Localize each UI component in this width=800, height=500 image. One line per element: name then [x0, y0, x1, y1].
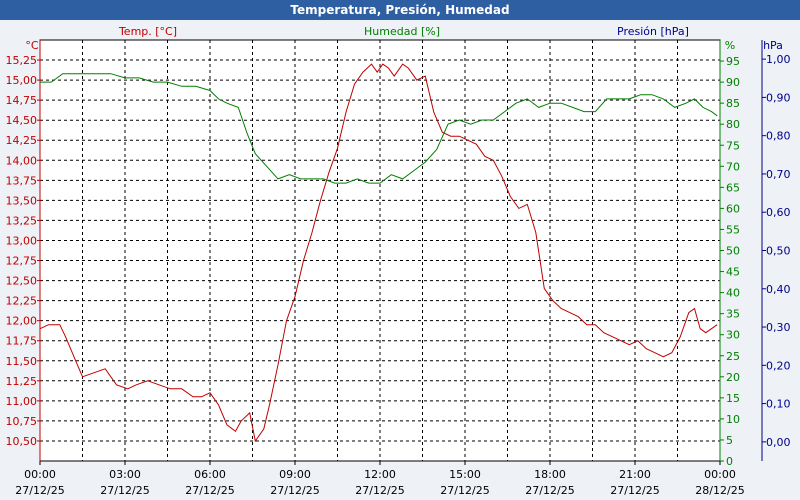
temp-tick-label: 12,00 — [6, 315, 38, 328]
x-tick-date: 27/12/25 — [270, 484, 319, 497]
x-tick-time: 03:00 — [109, 468, 141, 481]
hum-tick-label: 45 — [726, 266, 740, 279]
pres-tick-label: 0,20 — [766, 359, 791, 372]
temp-tick-label: 14,25 — [6, 134, 38, 147]
x-tick-date: 27/12/25 — [185, 484, 234, 497]
x-tick-time: 00:00 — [24, 468, 56, 481]
pres-tick-label: 1,00 — [766, 53, 791, 66]
hum-axis-title: Humedad [%] — [364, 25, 440, 38]
temp-tick-label: 14,00 — [6, 154, 38, 167]
x-tick-date: 27/12/25 — [355, 484, 404, 497]
temp-tick-label: 14,50 — [6, 114, 38, 127]
hum-tick-label: 15 — [726, 392, 740, 405]
axes — [37, 40, 766, 465]
pres-tick-label: 0,40 — [766, 283, 791, 296]
temp-tick-label: 13,50 — [6, 194, 38, 207]
x-tick-time: 09:00 — [279, 468, 311, 481]
x-tick-date: 27/12/25 — [440, 484, 489, 497]
chart-title: Temperatura, Presión, Humedad — [0, 0, 800, 20]
hum-tick-label: 90 — [726, 76, 740, 89]
pres-tick-label: 0,90 — [766, 91, 791, 104]
temp-tick-label: 14,75 — [6, 94, 38, 107]
hum-tick-label: 25 — [726, 350, 740, 363]
pres-tick-label: 0,50 — [766, 245, 791, 258]
hum-tick-label: 50 — [726, 245, 740, 258]
temp-tick-label: 13,75 — [6, 174, 38, 187]
pres-tick-label: 0,10 — [766, 398, 791, 411]
x-tick-time: 06:00 — [194, 468, 226, 481]
x-tick-date: 28/12/25 — [695, 484, 744, 497]
temp-tick-label: 11,50 — [6, 355, 38, 368]
hum-tick-label: 55 — [726, 223, 740, 236]
temp-tick-label: 12,25 — [6, 295, 38, 308]
pres-axis-title: Presión [hPa] — [617, 25, 689, 38]
x-tick-date: 27/12/25 — [610, 484, 659, 497]
temp-axis-title: Temp. [°C] — [118, 25, 177, 38]
temp-tick-label: 15,25 — [6, 54, 38, 67]
temp-tick-label: 11,25 — [6, 375, 38, 388]
temp-tick-label: 12,50 — [6, 275, 38, 288]
x-tick-date: 27/12/25 — [100, 484, 149, 497]
x-tick-time: 18:00 — [534, 468, 566, 481]
hum-tick-label: 85 — [726, 97, 740, 110]
temp-tick-label: 10,75 — [6, 415, 38, 428]
temp-unit: °C — [25, 39, 39, 52]
hum-tick-label: 20 — [726, 371, 740, 384]
hum-tick-label: 0 — [726, 455, 733, 468]
hum-tick-label: 60 — [726, 202, 740, 215]
axis-labels: 10,50 10,75 11,00 11,25 11,50 11,75 12,00 12,25… — [6, 25, 791, 497]
hum-tick-label: 30 — [726, 329, 740, 342]
pres-tick-label: 0,00 — [766, 436, 791, 449]
temp-tick-label: 13,00 — [6, 234, 38, 247]
grid — [39, 39, 721, 462]
series — [39, 63, 718, 443]
pres-tick-label: 0,60 — [766, 206, 791, 219]
pres-tick-label: 0,30 — [766, 321, 791, 334]
hum-tick-label: 40 — [726, 287, 740, 300]
temp-tick-label: 11,75 — [6, 335, 38, 348]
temp-tick-label: 12,75 — [6, 255, 38, 268]
hum-tick-label: 65 — [726, 181, 740, 194]
pres-unit: hPa — [763, 39, 783, 52]
x-tick-date: 27/12/25 — [15, 484, 64, 497]
hum-tick-label: 35 — [726, 308, 740, 321]
x-tick-time: 15:00 — [449, 468, 481, 481]
hum-tick-label: 70 — [726, 160, 740, 173]
temp-tick-label: 15,00 — [6, 74, 38, 87]
hum-series-line — [40, 73, 718, 184]
x-tick-time: 00:00 — [704, 468, 736, 481]
pres-tick-label: 0,70 — [766, 168, 791, 181]
hum-tick-label: 5 — [726, 434, 733, 447]
temp-series-line — [39, 63, 718, 443]
temp-tick-label: 11,00 — [6, 395, 38, 408]
hum-unit: % — [725, 39, 735, 52]
hum-tick-label: 80 — [726, 118, 740, 131]
hum-tick-label: 95 — [726, 55, 740, 68]
x-tick-time: 21:00 — [619, 468, 651, 481]
hum-tick-label: 75 — [726, 139, 740, 152]
x-tick-date: 27/12/25 — [525, 484, 574, 497]
hum-tick-label: 10 — [726, 413, 740, 426]
x-tick-time: 12:00 — [364, 468, 396, 481]
temp-tick-label: 10,50 — [6, 435, 38, 448]
temp-tick-label: 13,25 — [6, 214, 38, 227]
pres-tick-label: 0,80 — [766, 130, 791, 143]
